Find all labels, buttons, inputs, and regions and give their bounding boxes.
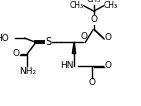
Text: CH₃: CH₃ <box>70 1 84 10</box>
Text: HN: HN <box>60 61 73 70</box>
Text: CH₃: CH₃ <box>87 0 101 4</box>
Text: O: O <box>12 49 19 58</box>
Text: O: O <box>104 33 111 42</box>
Text: NH₂: NH₂ <box>19 67 36 76</box>
Polygon shape <box>72 42 76 54</box>
Text: O: O <box>90 15 97 24</box>
Text: S: S <box>46 37 52 47</box>
Text: O: O <box>104 61 111 70</box>
Text: O: O <box>80 32 87 41</box>
Text: O: O <box>89 78 96 87</box>
Text: HO: HO <box>0 34 8 43</box>
Text: CH₃: CH₃ <box>104 1 118 10</box>
